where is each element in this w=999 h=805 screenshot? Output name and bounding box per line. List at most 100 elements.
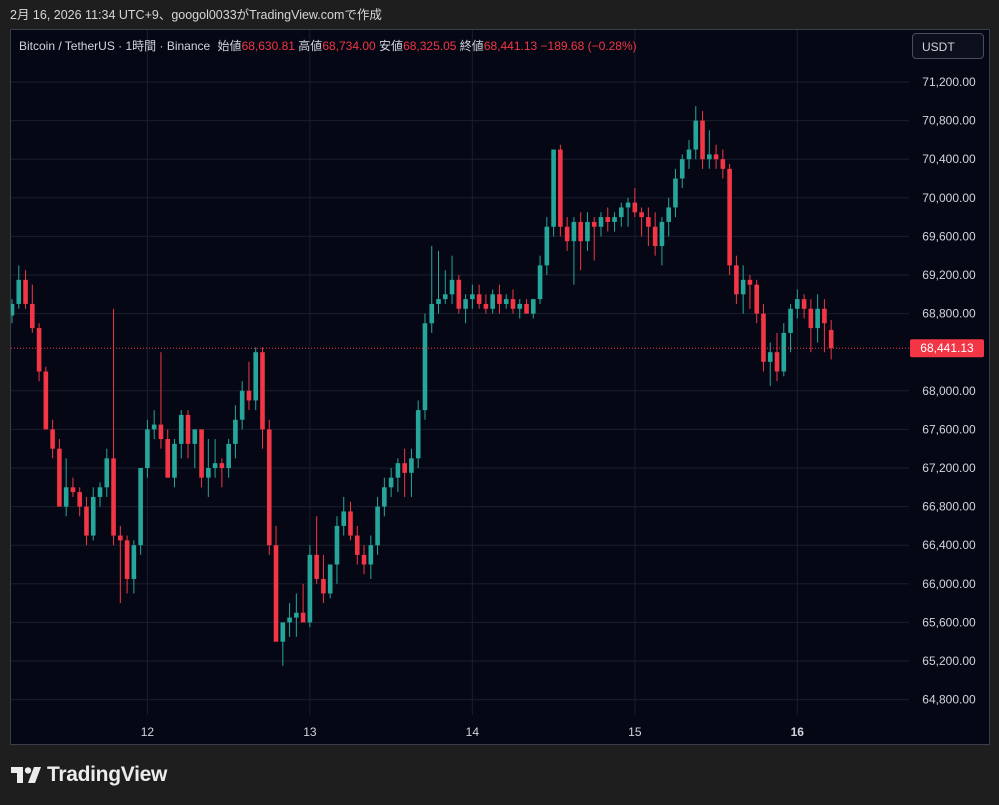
candle-body[interactable]: [740, 279, 746, 295]
candle-body[interactable]: [402, 463, 407, 473]
candle-body[interactable]: [334, 525, 340, 565]
candle-body[interactable]: [625, 202, 631, 208]
candle-body[interactable]: [578, 221, 583, 242]
candle-body[interactable]: [70, 487, 76, 493]
candle-body[interactable]: [57, 448, 62, 507]
candle-body[interactable]: [307, 554, 313, 623]
candle-body[interactable]: [564, 226, 570, 242]
candle-body[interactable]: [449, 279, 455, 295]
candle-body[interactable]: [90, 496, 96, 536]
candle-body[interactable]: [483, 303, 489, 309]
candle-body[interactable]: [693, 120, 699, 150]
candle-body[interactable]: [104, 458, 110, 488]
candle-body[interactable]: [828, 329, 834, 349]
candle-body[interactable]: [788, 308, 793, 333]
candle-body[interactable]: [795, 299, 800, 309]
candle-body[interactable]: [185, 414, 191, 444]
candle-body[interactable]: [11, 303, 15, 316]
candle-body[interactable]: [632, 202, 638, 213]
candle-body[interactable]: [463, 299, 468, 309]
candle-body[interactable]: [571, 221, 577, 242]
candle-body[interactable]: [530, 299, 536, 314]
candle-body[interactable]: [84, 506, 89, 536]
candle-body[interactable]: [659, 221, 665, 247]
candle-body[interactable]: [801, 299, 807, 309]
candle-body[interactable]: [111, 458, 116, 536]
candle-body[interactable]: [36, 328, 42, 372]
candle-body[interactable]: [294, 612, 299, 618]
candle-body[interactable]: [558, 149, 563, 227]
candle-body[interactable]: [348, 511, 353, 536]
candle-body[interactable]: [700, 120, 705, 160]
candle-body[interactable]: [63, 487, 69, 507]
candle-body[interactable]: [679, 159, 685, 179]
candle-body[interactable]: [476, 294, 482, 304]
candle-body[interactable]: [544, 226, 550, 266]
candle-body[interactable]: [686, 149, 692, 160]
candle-body[interactable]: [761, 313, 766, 362]
candle-body[interactable]: [266, 429, 272, 546]
candle-body[interactable]: [199, 429, 204, 478]
candle-body[interactable]: [341, 511, 347, 526]
candle-body[interactable]: [138, 468, 143, 546]
candle-body[interactable]: [666, 207, 671, 222]
candle-body[interactable]: [409, 458, 414, 473]
candle-body[interactable]: [246, 390, 252, 401]
candle-body[interactable]: [226, 443, 231, 468]
candle-body[interactable]: [524, 303, 529, 314]
candle-body[interactable]: [422, 323, 428, 411]
candle-body[interactable]: [212, 463, 218, 468]
candle-body[interactable]: [145, 429, 150, 468]
candle-body[interactable]: [808, 308, 814, 329]
candle-body[interactable]: [382, 487, 387, 507]
candle-body[interactable]: [503, 299, 509, 304]
candle-body[interactable]: [158, 424, 164, 440]
candle-body[interactable]: [287, 617, 292, 623]
candle-body[interactable]: [673, 178, 678, 208]
candle-body[interactable]: [591, 221, 597, 227]
candle-body[interactable]: [388, 477, 394, 488]
candle-body[interactable]: [619, 207, 624, 218]
candle-body[interactable]: [280, 622, 286, 642]
candle-body[interactable]: [395, 463, 401, 478]
candle-body[interactable]: [260, 352, 265, 430]
chart-panel[interactable]: 71,200.00 70,800.00 70,400.00 70,000.00 69,6…: [10, 29, 990, 745]
candle-body[interactable]: [131, 545, 137, 579]
candle-body[interactable]: [490, 294, 495, 309]
candle-body[interactable]: [436, 299, 441, 304]
candle-body[interactable]: [327, 564, 333, 594]
candle-body[interactable]: [652, 226, 658, 247]
candle-body[interactable]: [239, 390, 245, 420]
candle-body[interactable]: [781, 332, 787, 372]
currency-button[interactable]: USDT: [912, 33, 984, 59]
candle-body[interactable]: [151, 424, 157, 430]
candle-body[interactable]: [598, 217, 604, 227]
candle-body[interactable]: [510, 299, 516, 309]
candle-body[interactable]: [233, 419, 238, 444]
candle-body[interactable]: [727, 168, 732, 266]
candlestick-chart[interactable]: 71,200.00 70,800.00 70,400.00 70,000.00 69,6…: [11, 30, 989, 744]
candle-body[interactable]: [707, 154, 712, 160]
candle-body[interactable]: [605, 217, 611, 222]
candle-body[interactable]: [118, 535, 123, 541]
candle-body[interactable]: [442, 294, 448, 300]
candle-body[interactable]: [551, 149, 556, 227]
candle-body[interactable]: [314, 554, 319, 579]
candle-body[interactable]: [43, 371, 49, 430]
candle-body[interactable]: [639, 212, 644, 218]
candle-body[interactable]: [50, 429, 55, 449]
candle-body[interactable]: [97, 487, 103, 497]
candle-body[interactable]: [23, 279, 28, 304]
candle-body[interactable]: [470, 294, 475, 300]
candle-body[interactable]: [273, 545, 279, 642]
candle-body[interactable]: [734, 265, 739, 295]
candle-body[interactable]: [172, 443, 177, 478]
candle-body[interactable]: [429, 303, 435, 324]
candle-body[interactable]: [517, 303, 523, 309]
candle-body[interactable]: [253, 352, 259, 401]
candle-body[interactable]: [646, 217, 651, 227]
candle-body[interactable]: [815, 308, 820, 329]
candle-body[interactable]: [585, 221, 590, 242]
candle-body[interactable]: [497, 294, 502, 304]
candle-body[interactable]: [754, 284, 759, 314]
